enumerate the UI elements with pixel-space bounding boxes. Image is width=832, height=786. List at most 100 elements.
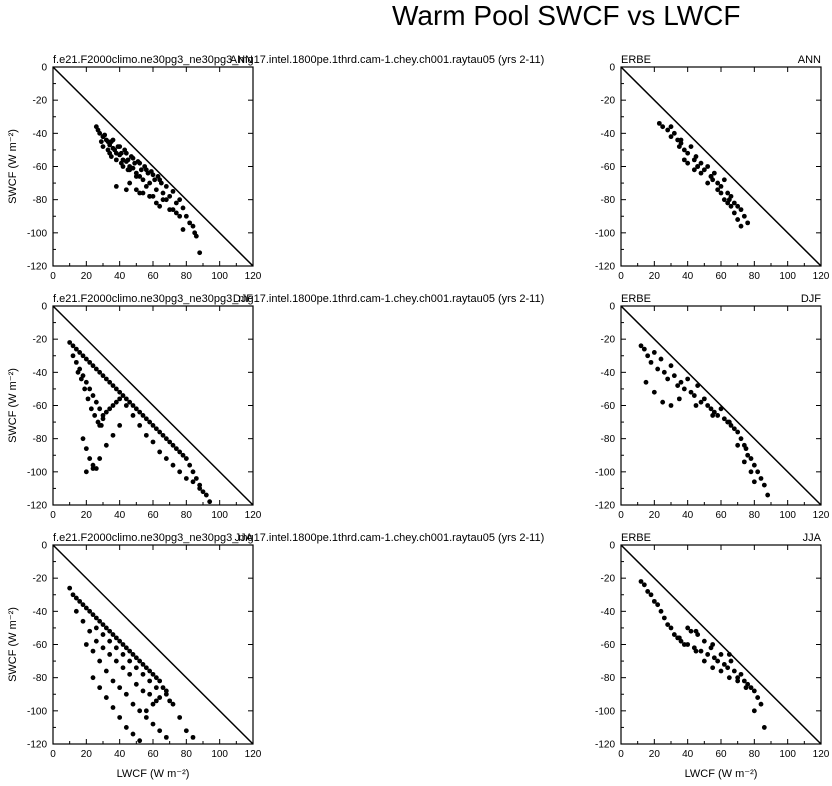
data-point <box>150 423 156 428</box>
data-point <box>117 715 123 720</box>
y-tick-label: -100 <box>27 706 47 717</box>
data-point <box>87 456 93 461</box>
panel-right-label: DJF <box>801 293 821 305</box>
data-point <box>103 376 109 382</box>
data-point <box>127 658 133 664</box>
y-tick-label: -100 <box>27 467 47 478</box>
scatter-panel: 0 20 40 60 80 100 120 0 -20 -40 -60 -80 -100 -120 f.e2… <box>7 293 544 521</box>
data-point <box>735 675 741 681</box>
data-point <box>133 174 139 179</box>
data-point <box>197 486 203 491</box>
data-point <box>163 688 169 694</box>
data-point <box>735 217 741 222</box>
data-point <box>150 701 156 707</box>
data-point <box>97 423 103 428</box>
y-axis-label: SWCF (W m⁻²) <box>7 368 19 443</box>
data-point <box>137 658 143 664</box>
data-point <box>641 582 647 588</box>
data-point <box>77 598 83 604</box>
data-point <box>100 622 106 627</box>
data-point <box>98 139 104 145</box>
data-point <box>110 678 116 684</box>
y-tick-label: 0 <box>609 541 615 552</box>
data-point <box>87 608 93 614</box>
data-point <box>693 154 699 159</box>
data-point <box>688 389 694 395</box>
data-point <box>726 675 732 681</box>
data-point <box>710 642 716 647</box>
data-point <box>668 625 674 631</box>
data-point <box>705 180 711 186</box>
data-point <box>130 701 136 707</box>
y-tick-label: -80 <box>601 434 616 445</box>
data-point <box>113 386 119 392</box>
data-point <box>761 725 767 730</box>
data-point <box>150 721 156 727</box>
data-point <box>676 635 682 641</box>
data-point <box>113 658 119 664</box>
reference-line <box>52 66 254 267</box>
x-tick-label: 80 <box>749 510 761 521</box>
data-point <box>678 140 684 146</box>
reference-line <box>52 544 254 745</box>
data-point <box>140 177 146 183</box>
data-point <box>127 167 133 173</box>
y-tick-label: -20 <box>33 335 48 346</box>
data-point <box>731 426 737 432</box>
y-tick-label: -80 <box>601 673 616 684</box>
data-point <box>711 655 717 661</box>
data-point <box>158 180 164 186</box>
data-point <box>180 227 186 232</box>
data-point <box>90 363 96 369</box>
data-point <box>671 632 677 637</box>
data-point <box>123 403 129 408</box>
data-point <box>67 585 73 591</box>
data-point <box>117 389 123 395</box>
data-point <box>726 652 732 657</box>
data-point <box>163 734 169 740</box>
y-tick-label: -20 <box>33 574 48 585</box>
data-point <box>177 715 183 720</box>
data-point <box>123 725 129 730</box>
data-point <box>735 429 741 435</box>
data-point <box>167 698 173 704</box>
data-point <box>147 193 153 199</box>
data-point <box>658 356 664 362</box>
data-point <box>97 618 103 624</box>
data-point <box>648 592 654 598</box>
panel-right-label: ANN <box>798 54 821 66</box>
data-point <box>117 423 123 428</box>
data-point <box>183 456 189 461</box>
data-point <box>83 605 89 611</box>
x-tick-label: 100 <box>211 749 228 760</box>
panel-right-label: ANN <box>230 54 253 66</box>
x-tick-label: 40 <box>682 510 694 521</box>
data-point <box>82 386 88 392</box>
data-point <box>107 638 113 644</box>
data-point <box>110 432 116 438</box>
data-point <box>122 147 128 153</box>
data-point <box>685 642 691 647</box>
data-point <box>705 403 711 408</box>
data-point <box>120 642 126 647</box>
data-point <box>728 658 734 664</box>
data-point <box>167 439 173 445</box>
data-point <box>701 658 707 664</box>
data-point <box>118 150 124 156</box>
data-point <box>150 671 156 677</box>
y-tick-label: -100 <box>27 228 47 239</box>
data-point <box>675 137 681 143</box>
data-point <box>660 399 666 405</box>
data-point <box>85 396 91 402</box>
data-point <box>701 167 707 173</box>
data-point <box>711 170 717 176</box>
data-point <box>143 715 149 720</box>
data-point <box>93 638 99 644</box>
y-tick-label: -40 <box>601 129 616 140</box>
data-point <box>110 403 116 408</box>
data-point <box>701 638 707 644</box>
data-point <box>153 685 159 691</box>
data-point <box>90 462 96 468</box>
x-tick-label: 0 <box>618 271 624 282</box>
data-point <box>73 359 79 365</box>
